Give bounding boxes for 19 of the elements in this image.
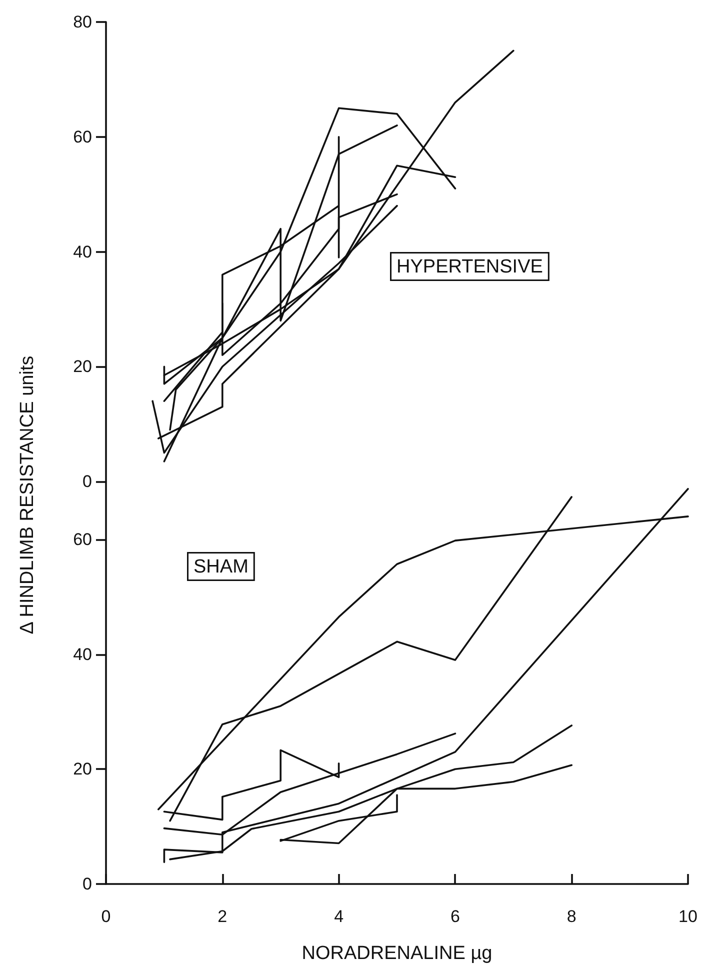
y-tick-label: 0 <box>82 874 92 894</box>
x-tick-label: 8 <box>566 907 576 926</box>
x-tick-label: 6 <box>450 907 460 926</box>
y-tick-label: 60 <box>73 530 92 549</box>
y-tick-label: 20 <box>73 760 92 779</box>
y-axis-title: Δ HINDLIMB RESISTANCE units <box>17 356 39 634</box>
y-tick-label: 60 <box>73 127 92 146</box>
annotation: HYPERTENSIVE <box>396 256 543 278</box>
x-tick-label: 10 <box>678 907 698 926</box>
x-tick-label: 0 <box>101 907 111 926</box>
x-tick-label: 4 <box>334 907 344 926</box>
y-tick-label: 0 <box>82 472 92 491</box>
y-tick-label: 80 <box>73 12 92 32</box>
y-tick-label: 40 <box>73 242 92 262</box>
x-axis-title: NORADRENALINE µg <box>302 943 492 964</box>
x-tick-label: 2 <box>218 907 228 926</box>
y-tick-label: 40 <box>73 644 92 664</box>
y-tick-label: 20 <box>73 357 92 376</box>
annotation: SHAM <box>194 556 248 578</box>
